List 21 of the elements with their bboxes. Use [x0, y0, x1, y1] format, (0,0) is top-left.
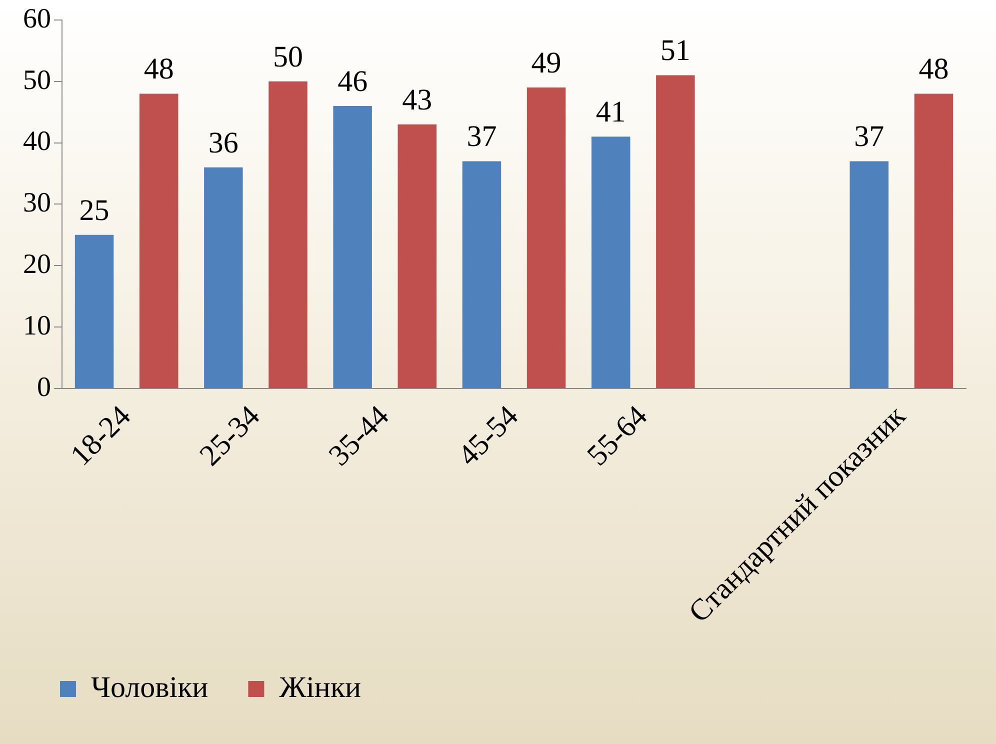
data-label: 49 [531, 46, 562, 80]
y-tick-label: 0 [37, 372, 51, 403]
legend-label: Чоловіки [91, 670, 208, 704]
y-tick-label: 20 [23, 249, 51, 280]
data-label: 46 [338, 64, 368, 98]
y-tick-label: 60 [23, 3, 51, 34]
y-tick-label: 10 [23, 310, 51, 342]
data-label: 43 [402, 83, 432, 116]
data-label: 51 [660, 34, 690, 68]
data-label: 37 [854, 120, 884, 154]
y-tick-label: 50 [23, 64, 51, 96]
legend-label: Жінки [279, 670, 362, 704]
data-label: 25 [79, 194, 110, 227]
data-label: 37 [466, 120, 497, 154]
y-tick-label: 40 [23, 126, 51, 158]
y-tick-label: 30 [23, 188, 51, 219]
data-label: 48 [918, 52, 949, 86]
data-label: 41 [596, 96, 626, 129]
data-label: 36 [208, 126, 238, 160]
data-label: 50 [273, 40, 303, 74]
data-label: 48 [144, 52, 174, 86]
